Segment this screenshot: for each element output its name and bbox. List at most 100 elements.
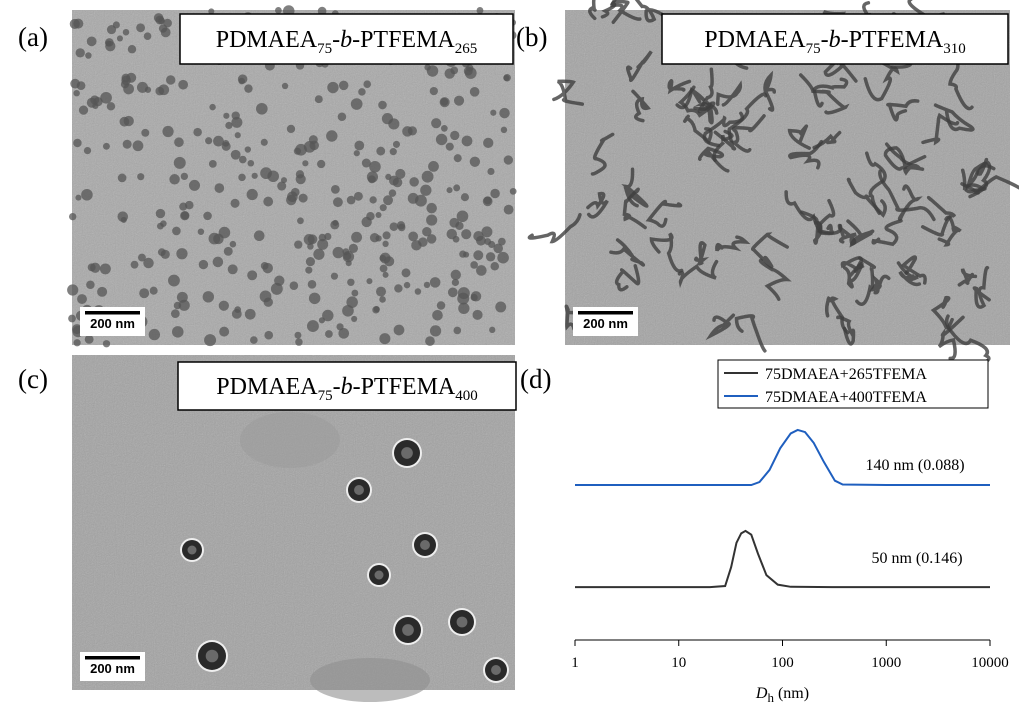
micelle	[473, 230, 484, 242]
micelle	[155, 208, 166, 219]
micelle	[330, 272, 339, 280]
micelle	[213, 135, 224, 147]
micelle	[256, 102, 268, 115]
micelle	[366, 278, 373, 285]
worm	[705, 313, 736, 341]
micelle	[295, 170, 305, 179]
micelle	[238, 173, 246, 182]
scale-bar	[85, 656, 140, 660]
micelle	[198, 259, 209, 270]
micelle	[392, 140, 401, 148]
micelle	[263, 297, 273, 307]
micelle	[77, 294, 87, 305]
micelle	[230, 149, 241, 160]
micelle	[369, 196, 377, 204]
micelle	[277, 181, 287, 191]
micelle	[73, 18, 84, 29]
worm	[863, 60, 900, 102]
micelle	[209, 103, 216, 111]
micelle	[231, 308, 242, 319]
worm	[944, 314, 991, 364]
micelle	[332, 246, 344, 259]
micelle	[106, 102, 116, 111]
annotation: 50 nm (0.146)	[871, 550, 962, 567]
micelle	[428, 161, 439, 172]
micelle	[376, 286, 387, 297]
micelle	[260, 261, 269, 270]
micelle	[230, 198, 240, 208]
micelle	[485, 252, 496, 262]
micelle	[73, 138, 82, 148]
micelle	[358, 88, 366, 96]
micelle	[260, 138, 268, 146]
micelle	[86, 36, 97, 47]
micelle	[317, 238, 329, 250]
micelle	[223, 246, 233, 256]
micelle	[367, 175, 376, 184]
micelle	[463, 66, 473, 76]
micelle	[139, 288, 150, 299]
micelle	[375, 211, 382, 218]
worm	[712, 129, 734, 162]
panel-title: PDMAEA75-b-PTFEMA310	[704, 27, 966, 57]
micelle	[231, 116, 243, 128]
micelle	[264, 330, 274, 340]
micelle	[188, 179, 201, 191]
micelle	[429, 86, 438, 96]
micelle	[270, 282, 283, 295]
micelle	[379, 333, 391, 345]
micelle	[484, 238, 492, 246]
title-part: -	[333, 374, 341, 400]
micelle	[185, 200, 194, 210]
micelle	[168, 274, 180, 287]
title-part: PDMAEA	[216, 374, 318, 400]
micelle	[470, 261, 478, 269]
title-part: b	[829, 27, 841, 53]
micelle	[127, 45, 137, 54]
micelle	[305, 266, 313, 274]
worm	[869, 274, 891, 295]
micelle	[117, 173, 127, 183]
micelle	[314, 95, 323, 104]
micelle	[73, 89, 80, 97]
scale-bar-label: 200 nm	[583, 316, 628, 331]
micelle	[102, 142, 110, 150]
worm	[750, 232, 789, 269]
title-part: 310	[943, 41, 966, 57]
worm	[896, 261, 922, 287]
worm	[631, 89, 651, 123]
micelle	[218, 300, 229, 311]
micelle	[346, 195, 356, 205]
worm	[948, 55, 974, 111]
micelle	[369, 232, 380, 243]
micelle	[408, 231, 419, 242]
micelle	[453, 154, 462, 163]
micelle	[353, 191, 363, 201]
micelle	[286, 124, 296, 134]
title-part: 265	[455, 41, 478, 57]
micelle	[157, 17, 165, 25]
title-part: 75	[318, 388, 333, 404]
worm	[968, 157, 992, 199]
micelle	[503, 155, 513, 165]
micelle	[497, 251, 509, 264]
micelle	[205, 137, 213, 145]
title-box	[177, 361, 517, 411]
micelle	[473, 250, 484, 261]
micelle	[426, 65, 439, 77]
worm	[920, 195, 957, 237]
tem-image	[527, 0, 1019, 364]
micelle	[169, 174, 180, 185]
worm	[937, 215, 962, 247]
worm	[683, 114, 713, 145]
micelle	[338, 80, 349, 91]
micelle	[439, 97, 450, 108]
micelle	[136, 23, 146, 33]
title-part: 75	[317, 41, 332, 57]
micelle	[119, 116, 130, 127]
micelle	[289, 281, 299, 290]
micelle	[76, 81, 86, 91]
micelle	[225, 121, 233, 130]
micelle	[244, 146, 252, 153]
micelle	[429, 277, 441, 288]
